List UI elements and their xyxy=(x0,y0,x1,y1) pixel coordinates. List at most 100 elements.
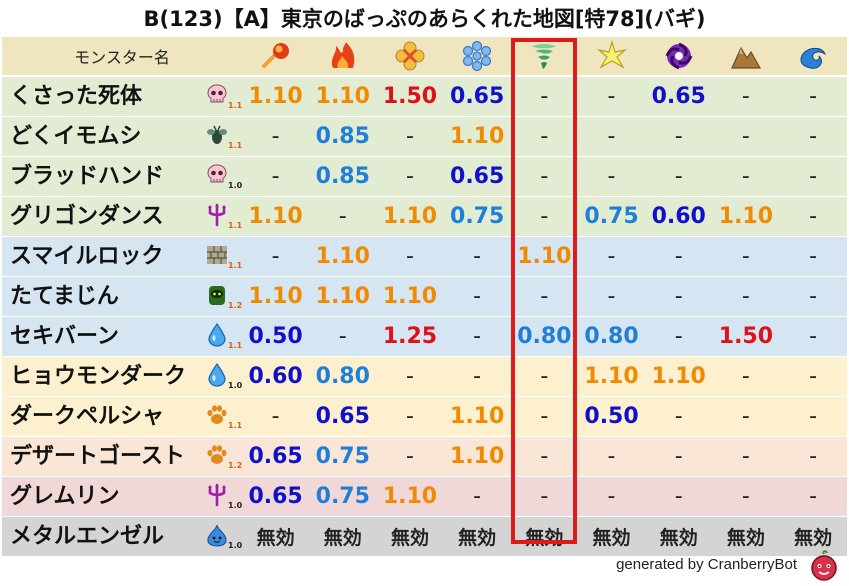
paw-icon xyxy=(205,443,229,467)
monster-name-cell: セキバーン 1.1 xyxy=(2,317,242,356)
resistance-value: - xyxy=(809,324,818,349)
resistance-value: - xyxy=(473,484,482,509)
water-drop-icon xyxy=(205,363,229,387)
resistance-value: 1.50 xyxy=(382,84,438,109)
monster-row: セキバーン 1.1 0.50 - 1.25 - 0.80 0.80 - 1.50 - xyxy=(2,316,847,356)
resistance-value: 0.80 xyxy=(315,364,370,389)
resistance-value: - xyxy=(473,364,482,389)
resistance-value: - xyxy=(540,364,549,389)
element-header-cell xyxy=(511,37,578,75)
element-header-cell xyxy=(242,37,309,75)
resistance-value: - xyxy=(540,404,549,429)
resistance-value: 0.75 xyxy=(450,204,505,229)
paw-icon xyxy=(205,403,229,427)
monster-name: メタルエンゼル xyxy=(10,524,165,549)
resistance-value: - xyxy=(540,444,549,469)
resistance-value: - xyxy=(607,244,616,269)
element-header-cell xyxy=(376,37,443,75)
element-header-cell xyxy=(578,37,645,75)
resistance-value: - xyxy=(741,164,750,189)
resistance-value: - xyxy=(271,124,280,149)
dein-icon xyxy=(596,40,628,72)
element-header-cell xyxy=(780,37,847,75)
resistance-value: - xyxy=(540,204,549,229)
hyado-icon xyxy=(461,40,493,72)
monster-name: グリゴンダンス xyxy=(10,204,164,229)
monster-row: ブラッドハンド 1.0 - 0.85 - 0.65 - - - - - xyxy=(2,156,847,196)
resistance-value: 1.10 xyxy=(450,124,505,149)
monster-name: ダークペルシャ xyxy=(10,404,165,429)
resistance-value: 0.75 xyxy=(315,484,370,509)
resistance-value: - xyxy=(473,324,482,349)
resistance-value: - xyxy=(674,484,683,509)
monster-name-cell: たてまじん 1.2 xyxy=(2,277,242,316)
type-multiplier: 1.1 xyxy=(228,141,243,150)
resistance-value: - xyxy=(809,284,818,309)
resistance-value: - xyxy=(809,204,818,229)
monster-name-cell: ダークペルシャ 1.1 xyxy=(2,397,242,436)
resistance-value: - xyxy=(741,404,750,429)
resistance-value: 0.75 xyxy=(315,444,370,469)
resistance-value: - xyxy=(405,124,414,149)
table-header-row: モンスター名 xyxy=(2,37,847,75)
element-header-cell xyxy=(444,37,511,75)
resistance-value: 0.85 xyxy=(315,124,370,149)
resistance-value: 1.10 xyxy=(517,244,572,269)
monster-name-cell: グレムリン 1.0 xyxy=(2,477,242,516)
resistance-value: 1.50 xyxy=(718,324,774,349)
monster-name: デザートゴースト xyxy=(10,444,185,469)
resistance-value: - xyxy=(540,284,549,309)
resistance-value: 0.65 xyxy=(450,84,505,109)
monster-name: ブラッドハンド xyxy=(10,164,165,189)
resistance-value: 無効 xyxy=(256,527,295,549)
skull-icon xyxy=(205,163,229,187)
resistance-value: - xyxy=(809,84,818,109)
cranberry-bot-icon xyxy=(808,550,840,582)
resistance-value: - xyxy=(405,404,414,429)
monster-name-cell: メタルエンゼル 1.0 xyxy=(2,517,242,556)
highlight-column-frame xyxy=(511,38,577,544)
type-multiplier: 1.1 xyxy=(228,101,243,110)
resistance-value: - xyxy=(809,484,818,509)
io-icon xyxy=(394,40,426,72)
resistance-value: - xyxy=(271,244,280,269)
trident-icon xyxy=(205,483,229,507)
resistance-value: 無効 xyxy=(592,527,631,549)
monster-row: スマイルロック 1.1 - 1.10 - - 1.10 - - - - xyxy=(2,236,847,276)
resistance-value: 無効 xyxy=(458,527,497,549)
monster-name-cell: くさった死体 1.1 xyxy=(2,77,242,116)
footer-credit: generated by CranberryBot xyxy=(616,556,797,573)
resistance-value: - xyxy=(674,284,683,309)
resistance-value: - xyxy=(540,84,549,109)
monster-row: デザートゴースト 1.2 0.65 0.75 - 1.10 - - - - - xyxy=(2,436,847,476)
resistance-value: 0.75 xyxy=(584,204,639,229)
monster-row: たてまじん 1.2 1.10 1.10 1.10 - - - - - - xyxy=(2,276,847,316)
type-multiplier: 1.2 xyxy=(228,461,243,470)
type-multiplier: 1.1 xyxy=(228,261,243,270)
resistance-value: - xyxy=(674,324,683,349)
type-multiplier: 1.2 xyxy=(228,301,243,310)
resistance-value: - xyxy=(607,124,616,149)
resistance-value: 無効 xyxy=(659,527,698,549)
resistance-value: - xyxy=(338,324,347,349)
monster-row: ヒョウモンダーク 1.0 0.60 0.80 - - - 1.10 1.10 - - xyxy=(2,356,847,396)
aqua-icon xyxy=(797,40,829,72)
resistance-value: - xyxy=(741,484,750,509)
monster-row: メタルエンゼル 1.0 無効 無効 無効 無効 無効 無効 無効 無効 無効 xyxy=(2,516,847,556)
resistance-value: - xyxy=(540,484,549,509)
resistance-value: - xyxy=(674,124,683,149)
trident-icon xyxy=(205,203,229,227)
resistance-value: - xyxy=(741,444,750,469)
mera-icon xyxy=(260,40,292,72)
resistance-value: - xyxy=(405,164,414,189)
resistance-value: - xyxy=(741,244,750,269)
resistance-value: 1.25 xyxy=(382,324,438,349)
resistance-value: - xyxy=(540,124,549,149)
monster-row: くさった死体 1.1 1.10 1.10 1.50 0.65 - - 0.65 - - xyxy=(2,77,847,116)
resistance-value: - xyxy=(741,364,750,389)
resistance-value: - xyxy=(741,284,750,309)
resistance-value: 1.10 xyxy=(718,204,774,229)
resistance-value: - xyxy=(809,244,818,269)
monster-name-cell: グリゴンダンス 1.1 xyxy=(2,197,242,236)
resistance-value: - xyxy=(405,364,414,389)
